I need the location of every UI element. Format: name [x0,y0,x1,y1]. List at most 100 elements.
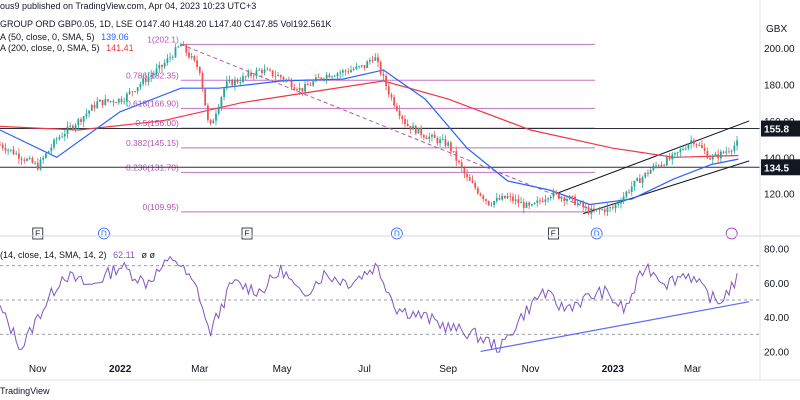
time-tick-label: Mar [684,364,702,375]
candle-body [258,69,261,71]
candle-body [269,69,271,71]
candle-body [466,173,468,178]
candle-body [90,105,93,111]
candle-body [417,127,420,134]
candle-body [414,125,417,134]
symbol-line: GROUP ORD GBP0.05, 1D, LSE O147.40 H148.… [0,19,332,29]
time-tick-label: Jul [358,364,371,375]
rsi-tick-label: 60.00 [764,279,789,290]
candle-body [366,61,369,68]
candle-body [12,149,15,155]
candle-body [571,196,574,197]
candle-body [444,139,447,146]
candle-body [34,162,36,164]
candle-body [344,70,347,72]
candle-body [428,136,431,139]
fib-level-label: 1(202.1) [147,34,179,44]
candle-body [517,199,520,204]
candle-body [501,195,504,200]
candle-body [601,209,603,211]
candle-body [215,113,217,121]
candle-body [593,208,595,210]
candle-body [101,99,104,106]
fib-level-label: 0(109.95) [142,202,179,212]
ma50-label: A (50, close, 0, SMA, 5) [0,32,95,42]
candle-body [244,76,247,78]
candle-body [544,199,547,202]
candle-body [390,94,393,98]
candle-body [123,101,126,103]
rsi-trendline [480,301,750,353]
candle-body [185,44,188,53]
candle-body [522,202,525,208]
candle-body [539,200,541,202]
candle-body [80,119,82,122]
price-badge [761,120,800,137]
time-tick-label: May [273,364,292,375]
candle-body [636,178,639,181]
candle-body [112,100,115,103]
fib-level-label: 0.618(166.90) [126,98,179,108]
candle-body [109,100,112,102]
candle-body [725,151,728,153]
candle-body [441,139,444,140]
candle-body [279,75,282,78]
candle-body [88,110,90,114]
candle-body [425,137,428,139]
candle-body [422,135,425,138]
candle-body [487,200,490,206]
candle-body [77,119,80,126]
candle-body [120,98,123,103]
candle-body [239,82,242,83]
candle-body [306,83,309,86]
candle-body [147,77,150,82]
axes: 200.00 180.00 160.00 140.00 120.00 80.00 60.00… [0,0,800,381]
candle-body [352,69,355,71]
candle-body [107,99,109,102]
candle-body [193,56,196,61]
rsi-line [0,255,738,353]
candle-body [730,150,733,152]
candle-body [582,202,585,208]
candle-body [709,158,711,160]
candle-body [641,177,644,183]
candle-body [9,149,12,151]
fib-level-label: 0.786(182.35) [126,70,179,80]
candle-body [606,207,609,213]
candle-body [290,80,293,88]
candle-body [323,78,325,80]
candle-body [490,204,493,206]
candle-body [44,153,47,158]
time-tick-label: Nov [29,364,47,375]
candle-body [177,46,180,48]
candle-body [231,79,234,86]
price-badge-label: 155.8 [764,125,789,136]
candle-body [247,72,250,77]
candle-body [622,196,625,202]
candle-body [1,144,4,148]
candle-body [603,209,606,213]
candle-body [225,81,228,89]
candle-body [263,69,266,74]
candle-body [647,172,649,174]
candle-body [15,153,18,155]
candle-body [336,73,339,77]
price-tick-label: 140.00 [764,153,795,164]
candle-body [655,165,657,167]
candle-body [285,79,288,81]
candle-body [23,159,26,161]
tradingview-footer: TradingView [0,386,50,396]
candle-body [611,207,614,209]
price-pane: 1(202.1) 0.786(182.35) 0.618(166.90) 0.5(15… [0,34,800,240]
candle-body [236,79,239,83]
event-marker-label: E [35,230,40,239]
candle-body [420,127,423,136]
candle-body [614,204,617,209]
candle-body [644,172,647,178]
candle-body [657,165,660,167]
candle-body [293,87,296,90]
candle-body [28,158,31,159]
candle-body [579,202,582,204]
candle-body [188,52,190,58]
